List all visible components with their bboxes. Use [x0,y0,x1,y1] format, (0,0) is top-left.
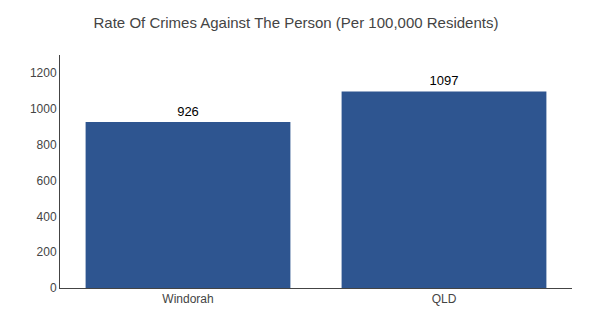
svg-text:QLD: QLD [432,292,457,306]
svg-text:926: 926 [177,104,199,119]
svg-text:200: 200 [37,245,57,259]
svg-text:600: 600 [37,174,57,188]
svg-text:Windorah: Windorah [162,292,213,306]
svg-text:Rate Of Crimes Against The Per: Rate Of Crimes Against The Person (Per 1… [94,14,499,31]
svg-text:1097: 1097 [430,73,459,88]
svg-text:0: 0 [50,281,57,295]
svg-text:400: 400 [37,210,57,224]
svg-text:800: 800 [37,138,57,152]
svg-text:1000: 1000 [30,102,57,116]
svg-text:1200: 1200 [30,66,57,80]
